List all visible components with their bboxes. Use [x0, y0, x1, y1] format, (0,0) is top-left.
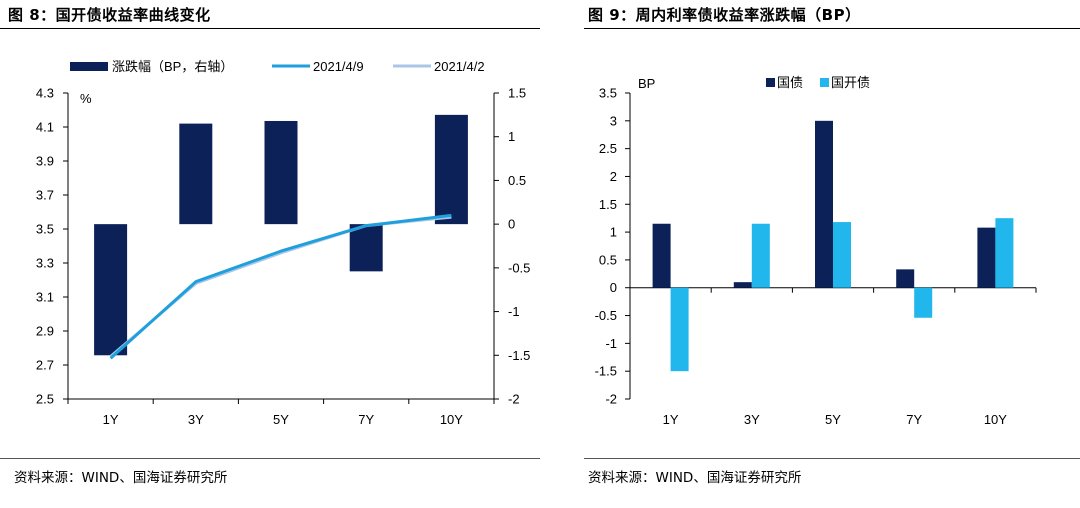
- x-tick-label: 3Y: [188, 412, 204, 427]
- x-tick-label: 1Y: [663, 412, 679, 427]
- x-tick-label: 7Y: [358, 412, 374, 427]
- x-tick-label: 5Y: [825, 412, 841, 427]
- right-title-rule: [584, 28, 1080, 29]
- y-tick-label: 2: [610, 169, 617, 184]
- yield-line: [109, 213, 452, 360]
- bar-treasury: [896, 269, 915, 288]
- change-bar: [349, 224, 383, 272]
- bar-treasury: [733, 282, 752, 288]
- left-chart-panel: 图 8：国开债收益率曲线变化 4.3 4.1 3.9 3.7 3.5 3.3 3.1 2.9 2…: [0, 6, 540, 486]
- right-y-tick-label: -2: [508, 392, 520, 407]
- left-y-tick-label: 3.1: [36, 290, 54, 305]
- y-tick-label: 3: [610, 113, 617, 128]
- left-y-tick-label: 3.3: [36, 256, 54, 271]
- change-bar: [434, 114, 468, 225]
- left-source-rule: [0, 458, 540, 459]
- right-chart-title: 图 9：周内利率债收益率涨跌幅（BP）: [588, 6, 861, 24]
- legend-swatch-cdb: [820, 78, 829, 87]
- legend-label-cdb: 国开债: [831, 75, 870, 90]
- left-chart-title: 图 8：国开债收益率曲线变化: [8, 6, 211, 24]
- y-tick-label: 1: [610, 225, 617, 240]
- right-y-tick-label: 0: [508, 217, 515, 232]
- y-tick-label: -1: [605, 336, 617, 351]
- y-tick-label: 2.5: [599, 141, 617, 156]
- left-y-tick-label: 3.5: [36, 222, 54, 237]
- right-y-tick-label: -0.5: [508, 260, 530, 275]
- x-tick-label: 10Y: [440, 412, 463, 427]
- right-chart-plot: 3.5 3 2.5 2 1.5 1 0.5 0 -0.5 -1 -1.5 -2 1Y 3Y 5Y 7Y 10Y B…: [595, 75, 1037, 427]
- bar-treasury: [815, 120, 833, 288]
- change-bar: [94, 224, 128, 356]
- x-tick-label: 3Y: [744, 412, 760, 427]
- y-tick-label: 1.5: [599, 197, 617, 212]
- change-bar: [179, 123, 213, 225]
- x-tick-label: 7Y: [906, 412, 922, 427]
- right-y-tick-label: -1.5: [508, 348, 530, 363]
- right-y-tick-label: 1: [508, 129, 515, 144]
- x-tick-label: 5Y: [273, 412, 289, 427]
- left-y-tick-label: 3.7: [36, 188, 54, 203]
- legend-label-0402: 2021/4/2: [434, 59, 485, 74]
- left-y-axis-label: %: [80, 91, 92, 106]
- bar-cdb: [833, 222, 851, 288]
- bar-cdb: [751, 223, 770, 288]
- left-y-tick-label: 4.3: [36, 86, 54, 101]
- left-chart-plot: 4.3 4.1 3.9 3.7 3.5 3.3 3.1 2.9 2.7 2.5 1.5 1 0.5 0 -0…: [36, 59, 530, 427]
- bar-treasury: [652, 223, 671, 288]
- bar-cdb: [914, 287, 933, 318]
- left-title-rule: [0, 28, 540, 29]
- right-chart-panel: 图 9：周内利率债收益率涨跌幅（BP） 3.5 3 2.5 2 1.5 1 0.5 0 -0.5…: [584, 0, 1080, 508]
- change-bar: [264, 120, 298, 225]
- left-source-text: 资料来源：WIND、国海证券研究所: [14, 470, 228, 486]
- x-tick-label: 1Y: [103, 412, 119, 427]
- left-y-tick-label: 4.1: [36, 120, 54, 135]
- legend-swatch-treasury: [766, 78, 775, 87]
- y-axis-label: BP: [638, 76, 655, 91]
- x-tick-label: 10Y: [984, 412, 1007, 427]
- left-y-tick-label: 2.7: [36, 358, 54, 373]
- yield-line: [109, 215, 452, 358]
- legend-label-treasury: 国债: [777, 75, 803, 90]
- right-y-tick-label: 1.5: [508, 86, 526, 101]
- y-tick-label: -1.5: [595, 364, 617, 379]
- legend-label-0409: 2021/4/9: [313, 59, 364, 74]
- right-y-tick-label: 0.5: [508, 173, 526, 188]
- right-source-rule: [584, 458, 1080, 459]
- y-tick-label: 3.5: [599, 86, 617, 101]
- y-tick-label: 0: [610, 280, 617, 295]
- legend-label-bar: 涨跌幅（BP，右轴）: [112, 59, 233, 74]
- left-y-tick-label: 2.9: [36, 324, 54, 339]
- y-tick-label: -2: [605, 392, 617, 407]
- bar-cdb: [995, 218, 1014, 288]
- left-y-tick-label: 3.9: [36, 154, 54, 169]
- right-source-text: 资料来源：WIND、国海证券研究所: [588, 470, 802, 486]
- bar-treasury: [977, 227, 996, 288]
- left-y-tick-label: 2.5: [36, 392, 54, 407]
- y-tick-label: 0.5: [599, 252, 617, 267]
- right-y-tick-label: -1: [508, 304, 520, 319]
- bar-cdb: [670, 287, 689, 372]
- y-tick-label: -0.5: [595, 308, 617, 323]
- legend-swatch-bar: [70, 62, 108, 71]
